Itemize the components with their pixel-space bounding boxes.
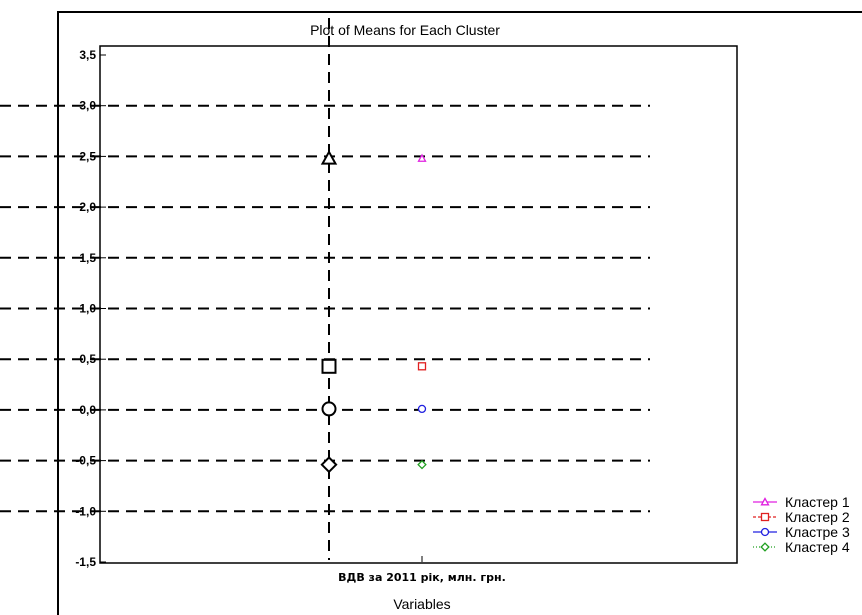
plot-area [99,45,738,564]
x-axis-ticks: ВДВ за 2011 рік, млн. грн. [338,556,506,584]
y-tick-label: 1,5 [79,251,96,265]
overlay-diamond-marker [320,456,338,474]
y-tick-label: 0,5 [79,352,96,366]
legend-label: Кластре 3 [785,524,850,540]
legend-label: Кластер 1 [785,494,850,510]
legend-marker [760,542,770,552]
legend-label: Кластер 4 [785,539,850,555]
series-point [417,362,427,371]
x-tick-label: ВДВ за 2011 рік, млн. грн. [338,571,506,584]
y-tick-label: 2,5 [79,149,96,163]
y-tick-label: -1,0 [75,504,96,518]
y-axis-ticks: 3,5 3,0 2,5 2,0 1,5 1,0 0,5 0,0 -0,5 -1,0 -1,5 [75,48,106,569]
series-point [417,459,427,470]
overlay-triangle-marker [320,149,338,165]
overlay-square-marker [321,358,337,374]
y-tick-label: 2,0 [79,200,96,214]
y-tick-label: 3,0 [79,99,96,113]
y-tick-label: -1,5 [75,555,96,569]
legend-marker [760,497,770,506]
series-point [417,153,427,162]
series-points [417,153,427,470]
y-tick-label: 1,0 [79,302,96,316]
outer-frame [57,11,862,615]
overlay-markers [320,18,338,560]
legend-label: Кластер 2 [785,509,850,525]
legend-marker [760,527,770,537]
chart-title: Plot of Means for Each Cluster [310,22,500,38]
series-point [417,404,427,414]
overlay-circle-marker [321,401,337,417]
y-tick-label: 3,5 [79,48,96,62]
y-tick-label: -0,5 [75,454,96,468]
x-axis-label: Variables [393,596,450,612]
y-tick-label: 0,0 [79,403,96,417]
legend-marker [760,512,770,522]
